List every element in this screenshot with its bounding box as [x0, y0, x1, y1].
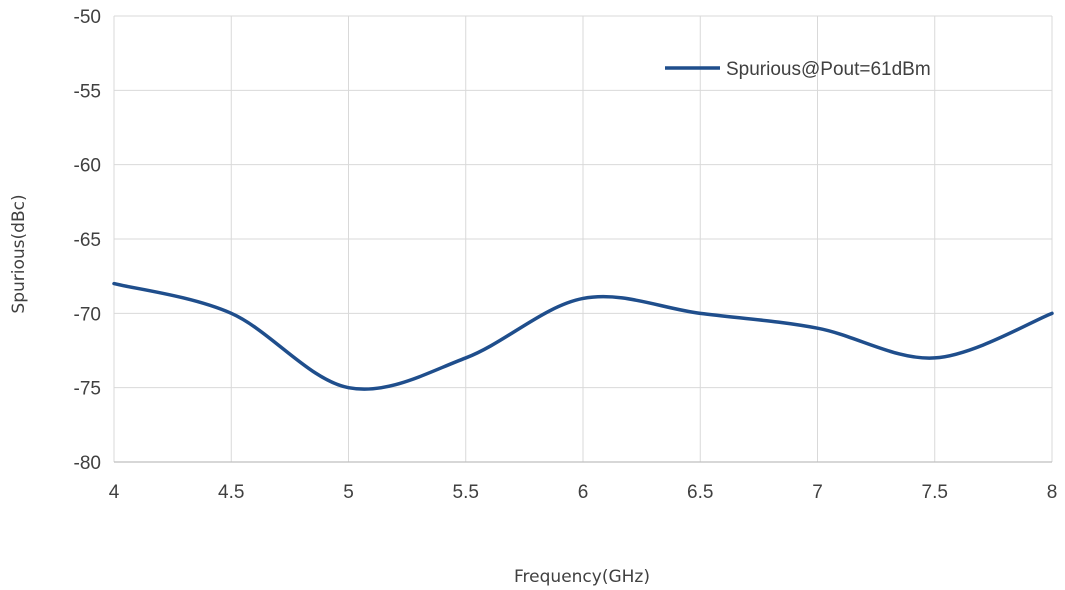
x-tick-label: 5.5	[453, 482, 479, 503]
legend: Spurious@Pout=61dBm	[665, 59, 931, 80]
data-point	[816, 326, 820, 330]
y-tick-label: -50	[74, 7, 101, 28]
x-tick-label: 6.5	[687, 482, 713, 503]
data-point	[464, 356, 468, 360]
y-tick-labels: -50 -55 -60 -65 -70 -75 -80	[74, 7, 101, 474]
x-tick-label: 7.5	[922, 482, 948, 503]
series-layer	[112, 281, 1054, 391]
data-point	[347, 386, 351, 390]
series-line-0	[112, 281, 1054, 391]
x-tick-label: 8	[1047, 482, 1058, 503]
data-point	[1050, 311, 1054, 315]
x-tick-label: 6	[578, 482, 589, 503]
y-tick-label: -80	[74, 453, 101, 474]
x-tick-label: 4	[109, 482, 120, 503]
data-point	[112, 282, 116, 286]
data-point	[581, 296, 585, 300]
x-tick-label: 4.5	[218, 482, 244, 503]
grid	[113, 15, 1053, 463]
x-tick-labels: 4 4.5 5 5.5 6 6.5 7 7.5 8	[109, 482, 1058, 503]
y-axis-title: Spurious(dBc)	[9, 194, 29, 313]
data-point	[698, 311, 702, 315]
x-tick-label: 7	[812, 482, 823, 503]
legend-label: Spurious@Pout=61dBm	[726, 59, 931, 80]
y-tick-label: -60	[74, 156, 101, 177]
x-tick-label: 5	[343, 482, 354, 503]
y-tick-label: -75	[74, 379, 101, 400]
x-axis-title: Frequency(GHz)	[514, 567, 650, 587]
y-tick-label: -70	[74, 304, 101, 325]
data-point	[933, 356, 937, 360]
y-tick-label: -55	[74, 81, 101, 102]
y-tick-label: -65	[74, 230, 101, 251]
data-point	[229, 311, 233, 315]
